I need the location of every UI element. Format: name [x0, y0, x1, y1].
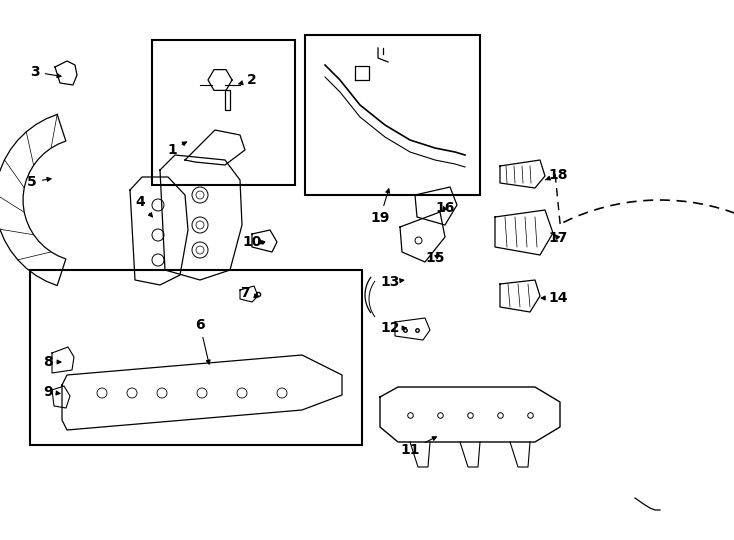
Text: 3: 3 [30, 65, 61, 79]
Text: 6: 6 [195, 318, 210, 364]
Text: 7: 7 [240, 286, 258, 300]
Text: 8: 8 [43, 355, 61, 369]
Text: 11: 11 [400, 437, 437, 457]
Text: 4: 4 [135, 195, 153, 217]
Text: 17: 17 [548, 231, 567, 245]
Text: 15: 15 [425, 251, 445, 265]
Text: 12: 12 [380, 321, 406, 335]
Text: 14: 14 [541, 291, 568, 305]
Text: 9: 9 [43, 385, 60, 399]
Text: 10: 10 [242, 235, 264, 249]
Text: 16: 16 [435, 201, 454, 215]
Text: 1: 1 [167, 142, 186, 157]
Text: 2: 2 [239, 73, 257, 87]
Text: 13: 13 [380, 275, 404, 289]
Text: 5: 5 [27, 175, 51, 189]
Text: 18: 18 [545, 168, 568, 182]
Text: 19: 19 [371, 189, 390, 225]
